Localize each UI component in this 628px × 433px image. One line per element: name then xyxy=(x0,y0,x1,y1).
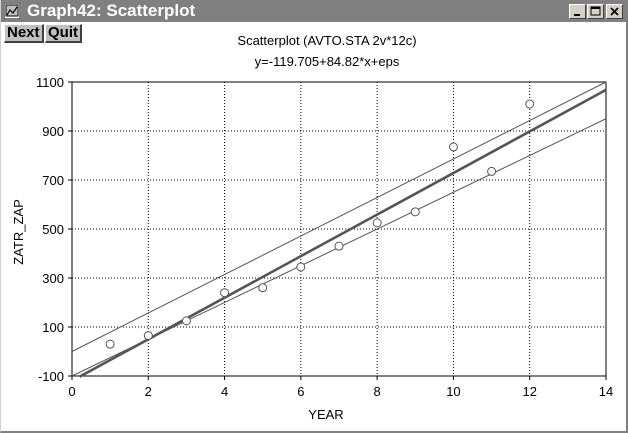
x-axis-label: YEAR xyxy=(308,407,343,422)
minimize-icon xyxy=(574,14,580,16)
scatter-point xyxy=(372,218,382,228)
window-title: Graph42: Scatterplot xyxy=(27,1,196,20)
x-tick-label: 6 xyxy=(297,384,304,399)
y-tick-label: 100 xyxy=(42,320,64,335)
scatter-point xyxy=(487,166,497,176)
x-tick-label: 0 xyxy=(68,384,75,399)
scatter-point xyxy=(143,331,153,341)
maximize-button[interactable] xyxy=(587,4,604,19)
y-tick-label: 900 xyxy=(42,124,64,139)
chart-title: Scatterplot (AVTO.STA 2v*12c) xyxy=(237,33,416,48)
scatter-point xyxy=(220,288,230,298)
close-button[interactable] xyxy=(606,4,623,19)
next-button[interactable]: Next xyxy=(4,24,44,43)
scatter-point xyxy=(296,262,306,272)
y-tick-label: 500 xyxy=(42,222,64,237)
regression-line xyxy=(79,88,607,378)
y-tick-label: 300 xyxy=(42,271,64,286)
scatter-point xyxy=(448,142,458,152)
scatter-point xyxy=(105,339,115,349)
app-icon xyxy=(4,3,20,19)
confidence-band-upper xyxy=(71,81,607,352)
y-tick-label: 700 xyxy=(42,173,64,188)
maximize-icon xyxy=(590,6,601,16)
title-bar[interactable]: Graph42: Scatterplot xyxy=(1,0,627,22)
x-tick-label: 10 xyxy=(446,384,460,399)
scatter-point xyxy=(181,316,191,326)
x-tick-label: 12 xyxy=(522,384,536,399)
minimize-button[interactable] xyxy=(569,4,586,19)
y-tick-label: -100 xyxy=(38,369,64,384)
close-icon xyxy=(610,7,619,16)
scatter-point xyxy=(334,241,344,251)
scatter-point xyxy=(525,99,535,109)
quit-button[interactable]: Quit xyxy=(45,24,82,43)
scatter-point xyxy=(258,283,268,293)
y-tick-label: 1100 xyxy=(36,75,64,90)
x-tick-label: 4 xyxy=(221,384,228,399)
y-axis-label: ZATR_ZAP xyxy=(11,199,26,265)
chart-subtitle: y=-119.705+84.82*x+eps xyxy=(255,54,400,69)
x-tick-label: 14 xyxy=(599,384,613,399)
scatter-point xyxy=(410,207,420,217)
x-tick-label: 8 xyxy=(374,384,381,399)
x-tick-label: 2 xyxy=(145,384,152,399)
